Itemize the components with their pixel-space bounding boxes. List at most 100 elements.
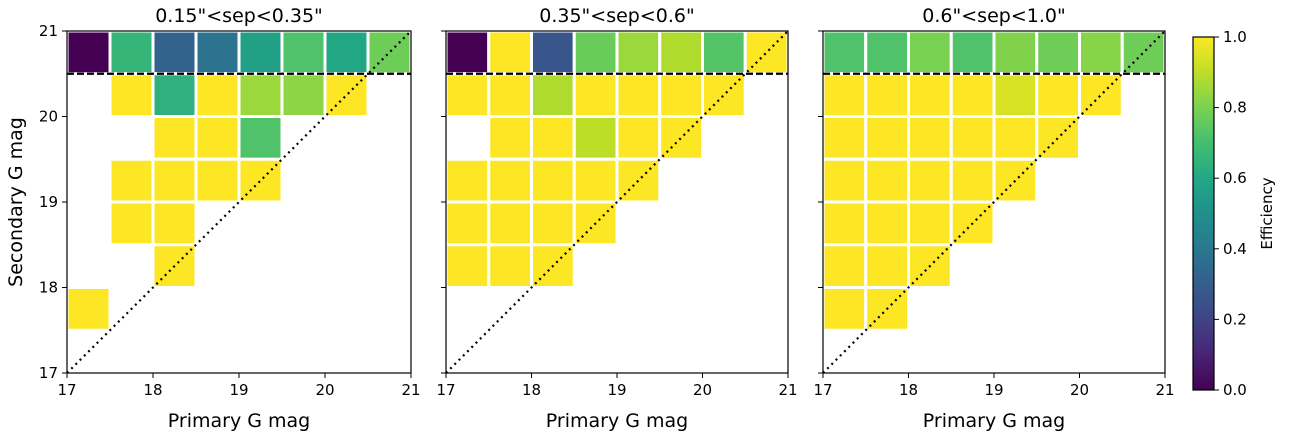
heatmap-cell	[864, 72, 910, 118]
heatmap-cell	[615, 72, 662, 118]
heatmap-cell	[487, 200, 533, 247]
x-tick-label: 18	[143, 381, 162, 399]
heatmap-cell	[487, 157, 533, 204]
colorbar-tick-label: 0.6	[1223, 169, 1247, 187]
heatmap-cell	[444, 243, 491, 289]
heatmap-cell	[444, 29, 491, 76]
heatmap-cell	[1035, 115, 1081, 161]
heatmap-cell	[658, 29, 704, 76]
heatmap-cell	[1035, 29, 1081, 76]
panel-1: 17 18 19 20 21 17 18 19 20 21 0.15"<sep<0.35" Prima…	[5, 5, 421, 432]
x-tick-label: 17	[436, 381, 455, 399]
heatmap-cell	[194, 115, 241, 161]
heatmap-cell	[444, 72, 491, 118]
x-tick-label: 19	[229, 381, 248, 399]
heatmap-cell	[864, 243, 910, 289]
heatmap-cell	[151, 200, 198, 247]
heatmap-cell	[864, 29, 910, 76]
heatmap-cell	[821, 157, 868, 204]
heatmap-cell	[572, 157, 619, 204]
heatmap-cell	[907, 243, 953, 289]
heatmap-cell	[658, 72, 704, 118]
heatmap-cell	[572, 72, 619, 118]
heatmap-cell	[615, 29, 662, 76]
y-tick-label: 19	[39, 193, 58, 211]
heatmap-cell	[530, 157, 576, 204]
panel-title: 0.35"<sep<0.6"	[539, 5, 695, 27]
heatmap-cell	[615, 157, 662, 204]
heatmap-cell	[237, 29, 284, 76]
x-tick-label: 21	[401, 381, 420, 399]
diagonal-line	[445, 30, 789, 374]
heatmap-cell	[701, 29, 747, 76]
heatmap-cell	[151, 115, 198, 161]
x-tick-label: 20	[1070, 381, 1089, 399]
heatmap-cell	[530, 200, 576, 247]
heatmap-cell	[151, 157, 198, 204]
colorbar-label: Efficiency	[1258, 177, 1276, 249]
x-axis-label: Primary G mag	[168, 410, 310, 432]
panel-title: 0.6"<sep<1.0"	[922, 5, 1065, 27]
heatmap-cell	[65, 29, 112, 76]
x-tick-label: 19	[984, 381, 1003, 399]
heatmap-cell	[821, 115, 868, 161]
heatmap-cell	[864, 115, 910, 161]
x-tick-label: 21	[1155, 381, 1174, 399]
heatmap-cell	[907, 157, 953, 204]
y-tick-label: 18	[39, 279, 58, 297]
heatmap-cell	[487, 115, 533, 161]
heatmap-cell	[821, 200, 868, 247]
heatmap-cell	[949, 29, 996, 76]
heatmap-cell	[907, 29, 953, 76]
heatmap-cell	[487, 243, 533, 289]
heatmap-cell	[194, 157, 241, 204]
heatmap-cell	[992, 29, 1039, 76]
heatmap-cell	[992, 157, 1039, 204]
x-tick-label: 20	[315, 381, 334, 399]
heatmap-cell	[65, 286, 112, 332]
heatmap-cell	[992, 115, 1039, 161]
heatmap-cell	[1035, 72, 1081, 118]
heatmap-cell	[444, 157, 491, 204]
heatmap-cell	[1078, 29, 1124, 76]
heatmap-cell	[237, 115, 284, 161]
heatmap-cell	[194, 72, 241, 118]
y-axis-label: Secondary G mag	[5, 117, 27, 287]
colorbar-bar	[1192, 36, 1215, 391]
heatmap-cell	[108, 29, 155, 76]
x-tick-label: 18	[899, 381, 918, 399]
heatmap-cell	[237, 157, 284, 204]
heatmap-cell	[487, 72, 533, 118]
x-tick-label: 19	[607, 381, 626, 399]
heatmap-cell	[907, 72, 953, 118]
heatmap-cell	[821, 72, 868, 118]
colorbar-tick-label: 1.0	[1223, 28, 1247, 46]
heatmap-cell	[444, 200, 491, 247]
heatmap-cell	[821, 29, 868, 76]
heatmap-cell	[572, 115, 619, 161]
heatmap-cell	[323, 29, 370, 76]
heatmap-cell	[907, 115, 953, 161]
heatmap-cell	[864, 200, 910, 247]
heatmap-cell	[949, 157, 996, 204]
heatmap-cell	[530, 115, 576, 161]
heatmap-cell	[108, 157, 155, 204]
heatmap-cell	[907, 200, 953, 247]
x-axis-label: Primary G mag	[546, 410, 688, 432]
heatmap-cell	[658, 115, 704, 161]
heatmap-cell	[615, 115, 662, 161]
heatmap-cell	[194, 29, 241, 76]
x-tick-label: 21	[778, 381, 797, 399]
heatmap-cell	[864, 157, 910, 204]
y-tick-label: 21	[39, 22, 58, 40]
colorbar: 0.0 0.2 0.4 0.6 0.8 1.0 Efficiency	[1192, 28, 1276, 399]
x-tick-label: 18	[522, 381, 541, 399]
heatmap-cell	[108, 200, 155, 247]
colorbar-tick-label: 0.2	[1223, 310, 1247, 328]
colorbar-tick-label: 0.8	[1223, 99, 1247, 117]
heatmap-cell	[280, 72, 327, 118]
heatmap-cell	[108, 72, 155, 118]
colorbar-tick-label: 0.0	[1223, 381, 1247, 399]
panel-2: 17 18 19 20 21 0.35"<sep<0.6" Primary G mag	[436, 5, 797, 432]
